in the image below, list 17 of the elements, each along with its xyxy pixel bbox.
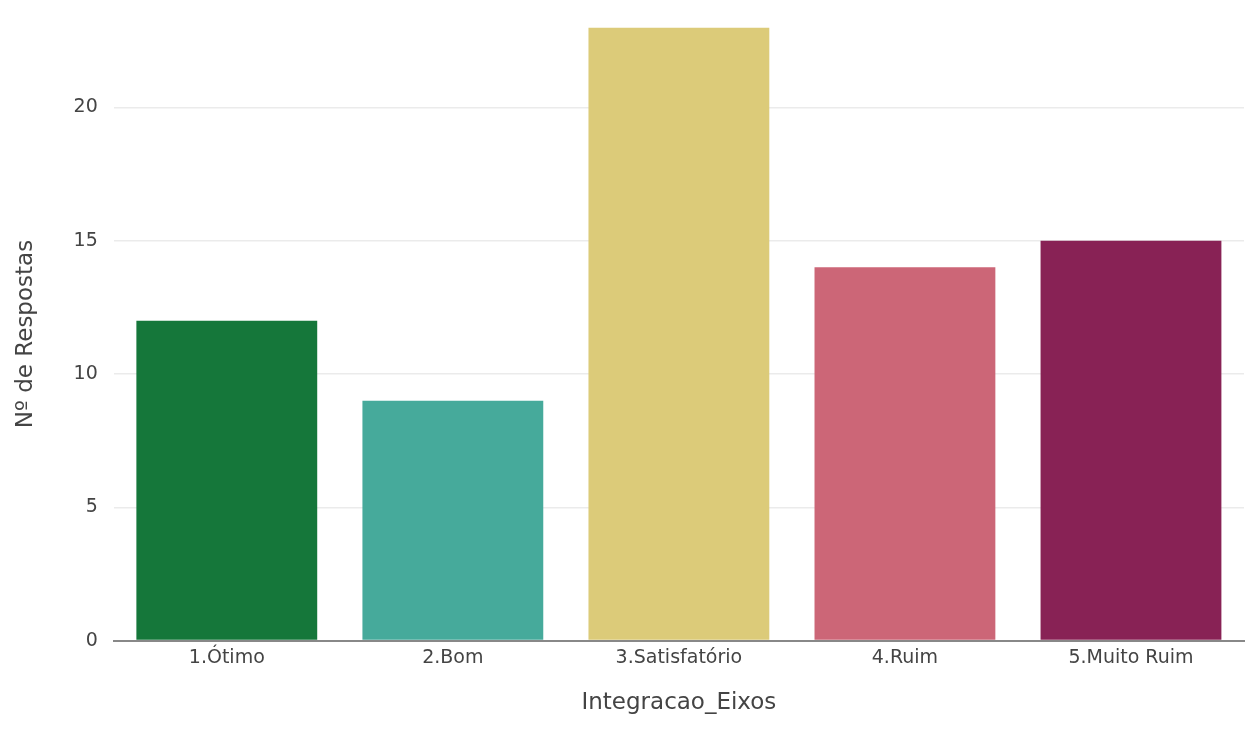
y-tick-label: 15 bbox=[73, 227, 98, 250]
y-tick-label: 5 bbox=[85, 494, 98, 517]
x-tick-label: 4.Ruim bbox=[871, 644, 939, 667]
x-axis-title: Integracao_Eixos bbox=[581, 688, 777, 715]
bar bbox=[814, 267, 996, 640]
x-tick-label: 3.Satisfatório bbox=[615, 644, 743, 667]
bar bbox=[362, 400, 544, 640]
y-tick-label: 0 bbox=[85, 627, 98, 650]
y-tick-label: 20 bbox=[73, 94, 98, 117]
y-tick-label: 10 bbox=[73, 360, 98, 383]
bar bbox=[1040, 240, 1222, 640]
y-axis-title: Nº de Respostas bbox=[10, 239, 37, 429]
x-tick-label: 5.Muito Ruim bbox=[1068, 644, 1194, 667]
bar bbox=[136, 320, 318, 640]
x-tick-label: 1.Ótimo bbox=[188, 643, 265, 667]
x-tick-label: 2.Bom bbox=[422, 644, 484, 667]
bar bbox=[588, 27, 770, 640]
